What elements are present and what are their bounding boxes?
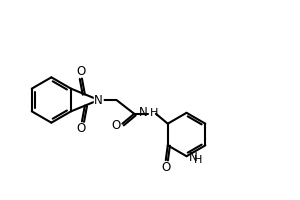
Text: O: O [161,161,170,174]
Text: N: N [94,94,103,106]
Text: H: H [150,108,158,118]
Text: O: O [112,119,121,132]
Text: O: O [76,65,86,78]
Text: N: N [139,106,148,119]
Text: O: O [76,122,86,135]
Text: N: N [188,151,197,164]
Text: H: H [194,155,202,165]
